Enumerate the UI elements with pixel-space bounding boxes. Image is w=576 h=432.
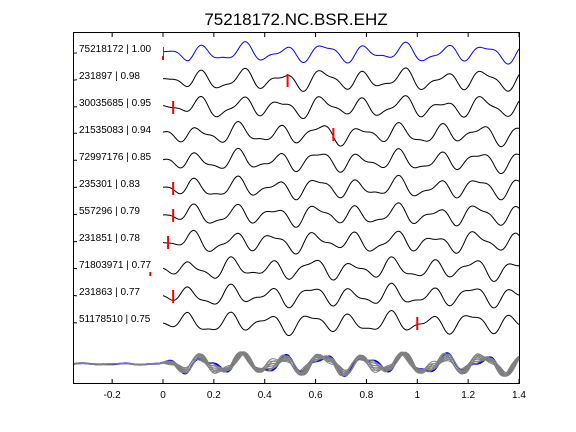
x-axis: -0.2 0 0.2 0.4 0.6 0.8 1 1.2 1.4 bbox=[104, 33, 526, 401]
trace-label: 557296 | 0.79 bbox=[79, 206, 140, 217]
stack-trace bbox=[74, 352, 520, 376]
trace-label-background bbox=[77, 179, 163, 191]
x-tick-label: 1.4 bbox=[512, 390, 526, 401]
trace-label-background bbox=[77, 233, 163, 245]
trace-label-background bbox=[77, 287, 163, 299]
trace-labels: 75218172 | 1.00 231897 | 0.98 30035685 | 0… bbox=[77, 44, 163, 326]
trace-label-background bbox=[77, 71, 163, 83]
chart-title: 75218172.NC.BSR.EHZ bbox=[204, 10, 387, 29]
trace-label: 51178510 | 0.75 bbox=[79, 314, 151, 325]
x-tick-label: 0.8 bbox=[359, 390, 373, 401]
x-tick-label: 0.6 bbox=[309, 390, 323, 401]
x-tick-label: 0.4 bbox=[258, 390, 272, 401]
trace-label: 75218172 | 1.00 bbox=[79, 44, 152, 55]
trace-label: 21535083 | 0.94 bbox=[79, 125, 152, 136]
trace-label-background bbox=[77, 44, 163, 56]
trace-label: 71803971 | 0.77 bbox=[79, 260, 152, 271]
trace-label: 72997176 | 0.85 bbox=[79, 152, 152, 163]
trace-label-background bbox=[77, 260, 163, 272]
trace-label-background bbox=[77, 125, 163, 137]
trace-label: 235301 | 0.83 bbox=[79, 179, 140, 190]
x-tick-label: 1 bbox=[415, 390, 421, 401]
trace-label: 231851 | 0.78 bbox=[79, 233, 140, 244]
x-tick-label: 0 bbox=[160, 390, 166, 401]
trace-label: 231897 | 0.98 bbox=[79, 71, 140, 82]
trace-label-background bbox=[77, 98, 163, 110]
x-tick-label: 1.2 bbox=[461, 390, 475, 401]
trace-label-background bbox=[77, 152, 163, 164]
trace-label: 30035685 | 0.95 bbox=[79, 98, 152, 109]
trace-label-background bbox=[77, 314, 163, 326]
stacked-traces bbox=[73, 351, 520, 377]
x-tick-label: -0.2 bbox=[104, 390, 122, 401]
x-tick-label: 0.2 bbox=[207, 390, 221, 401]
trace-label-background bbox=[77, 206, 163, 218]
trace-label: 231863 | 0.77 bbox=[79, 287, 140, 298]
